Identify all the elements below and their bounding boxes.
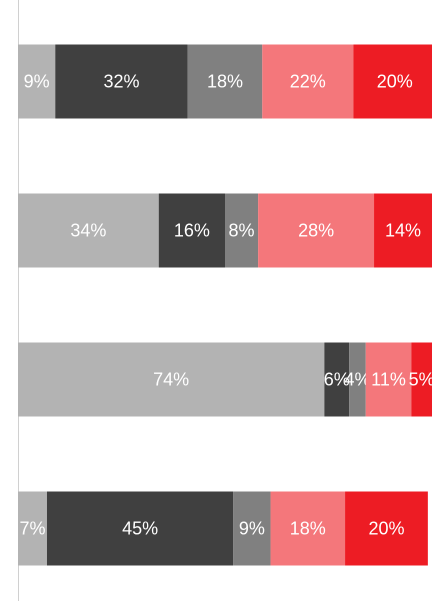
bar-segment [233, 491, 271, 566]
bar-segment [374, 193, 432, 268]
data-label: 74% [153, 369, 189, 389]
data-label: 8% [229, 220, 255, 240]
bar-segment [262, 44, 354, 119]
bar-segment [353, 44, 432, 119]
data-label: 28% [298, 220, 334, 240]
data-label: 9% [239, 518, 265, 538]
data-label: 45% [122, 518, 158, 538]
bar-segment [55, 44, 188, 119]
data-label: 18% [207, 71, 243, 91]
data-label: 20% [377, 71, 413, 91]
bar-segment [225, 193, 259, 268]
data-label: 4% [344, 369, 370, 389]
bar-segment [18, 491, 47, 566]
data-label: 32% [103, 71, 139, 91]
data-label: 20% [368, 518, 404, 538]
bar-segment [258, 193, 375, 268]
bar-segment [270, 491, 346, 566]
bar-segment [365, 342, 412, 417]
data-label: 16% [174, 220, 210, 240]
bar-segment [411, 342, 432, 417]
bar-segment [18, 44, 56, 119]
data-label: 11% [371, 369, 406, 389]
bar-segment [187, 44, 263, 119]
data-label: 18% [290, 518, 326, 538]
bar-segment [324, 342, 350, 417]
data-label: 9% [24, 71, 50, 91]
bar-segment [18, 193, 159, 268]
data-label: 6% [324, 369, 350, 389]
bar-segment [349, 342, 366, 417]
bar-segment [46, 491, 234, 566]
data-label: 14% [385, 220, 421, 240]
bar-segment [158, 193, 225, 268]
bar-segment [18, 342, 325, 417]
data-label: 22% [290, 71, 326, 91]
data-label: 5% [409, 369, 432, 389]
bar-segment [345, 491, 428, 566]
data-label: 34% [70, 220, 106, 240]
data-label: 7% [19, 518, 45, 538]
